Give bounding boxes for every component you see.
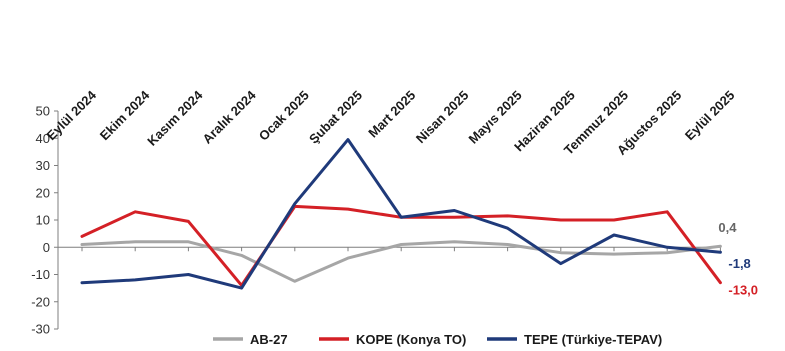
y-tick-label: 20 — [36, 185, 50, 200]
x-tick-label: Aralık 2024 — [200, 87, 260, 147]
end-value-label: -1,8 — [728, 256, 750, 271]
series-line-2 — [80, 138, 722, 290]
x-tick-label: Kasım 2024 — [144, 87, 206, 149]
y-tick-label: -30 — [31, 322, 50, 337]
x-tick-label: Ocak 2025 — [256, 88, 312, 144]
end-value-label: 0,4 — [718, 220, 737, 235]
x-tick-label: Eylül 2025 — [682, 88, 738, 144]
legend: AB-27 KOPE (Konya TO) TEPE (Türkiye-TEPAV) — [213, 332, 662, 347]
y-tick-label: -20 — [31, 294, 50, 309]
x-tick-label: Şubat 2025 — [306, 88, 365, 147]
legend-label: AB-27 — [250, 332, 288, 347]
x-tick-label: Nisan 2025 — [413, 88, 472, 147]
x-tick-label: Eylül 2024 — [44, 87, 100, 143]
legend-label: KOPE (Konya TO) — [356, 332, 466, 347]
series-line-0 — [80, 240, 722, 283]
legend-label: TEPE (Türkiye-TEPAV) — [524, 332, 662, 347]
y-tick-label: 0 — [43, 240, 50, 255]
end-labels: 0,4 -13,0 -1,8 — [718, 220, 758, 298]
end-value-label: -13,0 — [728, 283, 758, 298]
y-axis: 50 40 30 20 10 0 -10 -20 -30 — [31, 104, 59, 337]
y-tick-label: 10 — [36, 213, 50, 228]
series-lines — [80, 138, 722, 290]
y-tick-label: 50 — [36, 104, 50, 119]
y-tick-label: -10 — [31, 267, 50, 282]
x-tick-label: Mart 2025 — [365, 88, 418, 141]
y-tick-label: 40 — [36, 131, 50, 146]
y-tick-label: 30 — [36, 158, 50, 173]
x-tick-label: Ekim 2024 — [97, 87, 153, 143]
